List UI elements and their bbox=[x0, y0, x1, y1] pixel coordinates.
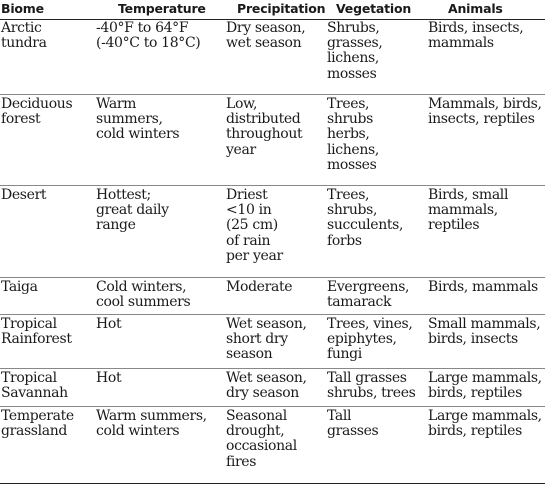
table-row-tropical-savannah: Tropical Savannah Hot Wet season, dry se… bbox=[0, 369, 545, 407]
header-animals: Animals bbox=[448, 1, 503, 16]
cell-vegetation: Trees, shrubs, succulents, forbs bbox=[327, 187, 404, 249]
cell-precipitation: Dry season, wet season bbox=[226, 20, 306, 52]
cell-vegetation: Trees, vines, epiphytes, fungi bbox=[327, 316, 413, 363]
cell-biome: Temperate grassland bbox=[1, 408, 74, 440]
cell-biome: Desert bbox=[1, 187, 47, 203]
cell-temperature: Warm summers, cold winters bbox=[96, 96, 180, 143]
cell-biome: Tropical Rainforest bbox=[1, 316, 72, 348]
cell-animals: Mammals, birds, insects, reptiles bbox=[428, 96, 542, 128]
cell-temperature: Warm summers, cold winters bbox=[96, 408, 207, 440]
cell-precipitation: Wet season, dry season bbox=[226, 370, 307, 402]
table-header: Biome Temperature Precipitation Vegetati… bbox=[0, 0, 545, 20]
cell-vegetation: Tall grasses bbox=[327, 408, 379, 440]
cell-precipitation: Moderate bbox=[226, 279, 293, 295]
cell-animals: Small mammals, birds, insects bbox=[428, 316, 541, 348]
cell-precipitation: Driest <10 in (25 cm) of rain per year bbox=[226, 187, 283, 264]
cell-biome: Deciduous forest bbox=[1, 96, 73, 128]
header-precipitation: Precipitation bbox=[237, 1, 326, 16]
cell-biome: Arctic tundra bbox=[1, 20, 47, 52]
cell-animals: Birds, small mammals, reptiles bbox=[428, 187, 509, 234]
cell-vegetation: Tall grasses shrubs, trees bbox=[327, 370, 416, 402]
table-row-deciduous-forest: Deciduous forest Warm summers, cold wint… bbox=[0, 95, 545, 186]
cell-precipitation: Wet season, short dry season bbox=[226, 316, 307, 363]
cell-precipitation: Seasonal drought, occasional fires bbox=[226, 408, 297, 470]
cell-vegetation: Evergreens, tamarack bbox=[327, 279, 410, 311]
header-temperature: Temperature bbox=[118, 1, 206, 16]
table-row-arctic-tundra: Arctic tundra -40°F to 64°F (-40°C to 18… bbox=[0, 19, 545, 95]
header-vegetation: Vegetation bbox=[336, 1, 412, 16]
cell-animals: Large mammals, birds, reptiles bbox=[428, 370, 542, 402]
cell-animals: Birds, mammals bbox=[428, 279, 538, 295]
table-row-temperate-grassland: Temperate grassland Warm summers, cold w… bbox=[0, 407, 545, 483]
table-row-desert: Desert Hottest; great daily range Driest… bbox=[0, 186, 545, 278]
cell-biome: Tropical Savannah bbox=[1, 370, 68, 402]
table-row-tropical-rainforest: Tropical Rainforest Hot Wet season, shor… bbox=[0, 315, 545, 369]
cell-temperature: Hottest; great daily range bbox=[96, 187, 169, 234]
cell-animals: Large mammals, birds, reptiles bbox=[428, 408, 542, 440]
cell-vegetation: Shrubs, grasses, lichens, mosses bbox=[327, 20, 383, 82]
cell-vegetation: Trees, shrubs herbs, lichens, mosses bbox=[327, 96, 379, 173]
header-biome: Biome bbox=[1, 1, 44, 16]
cell-temperature: -40°F to 64°F (-40°C to 18°C) bbox=[96, 20, 201, 52]
table-row-taiga: Taiga Cold winters, cool summers Moderat… bbox=[0, 278, 545, 315]
cell-temperature: Hot bbox=[96, 370, 122, 386]
cell-animals: Birds, insects, mammals bbox=[428, 20, 524, 52]
cell-biome: Taiga bbox=[1, 279, 38, 295]
cell-temperature: Cold winters, cool summers bbox=[96, 279, 191, 311]
cell-precipitation: Low, distributed throughout year bbox=[226, 96, 303, 158]
table-bottom-rule bbox=[0, 483, 545, 484]
cell-temperature: Hot bbox=[96, 316, 122, 332]
